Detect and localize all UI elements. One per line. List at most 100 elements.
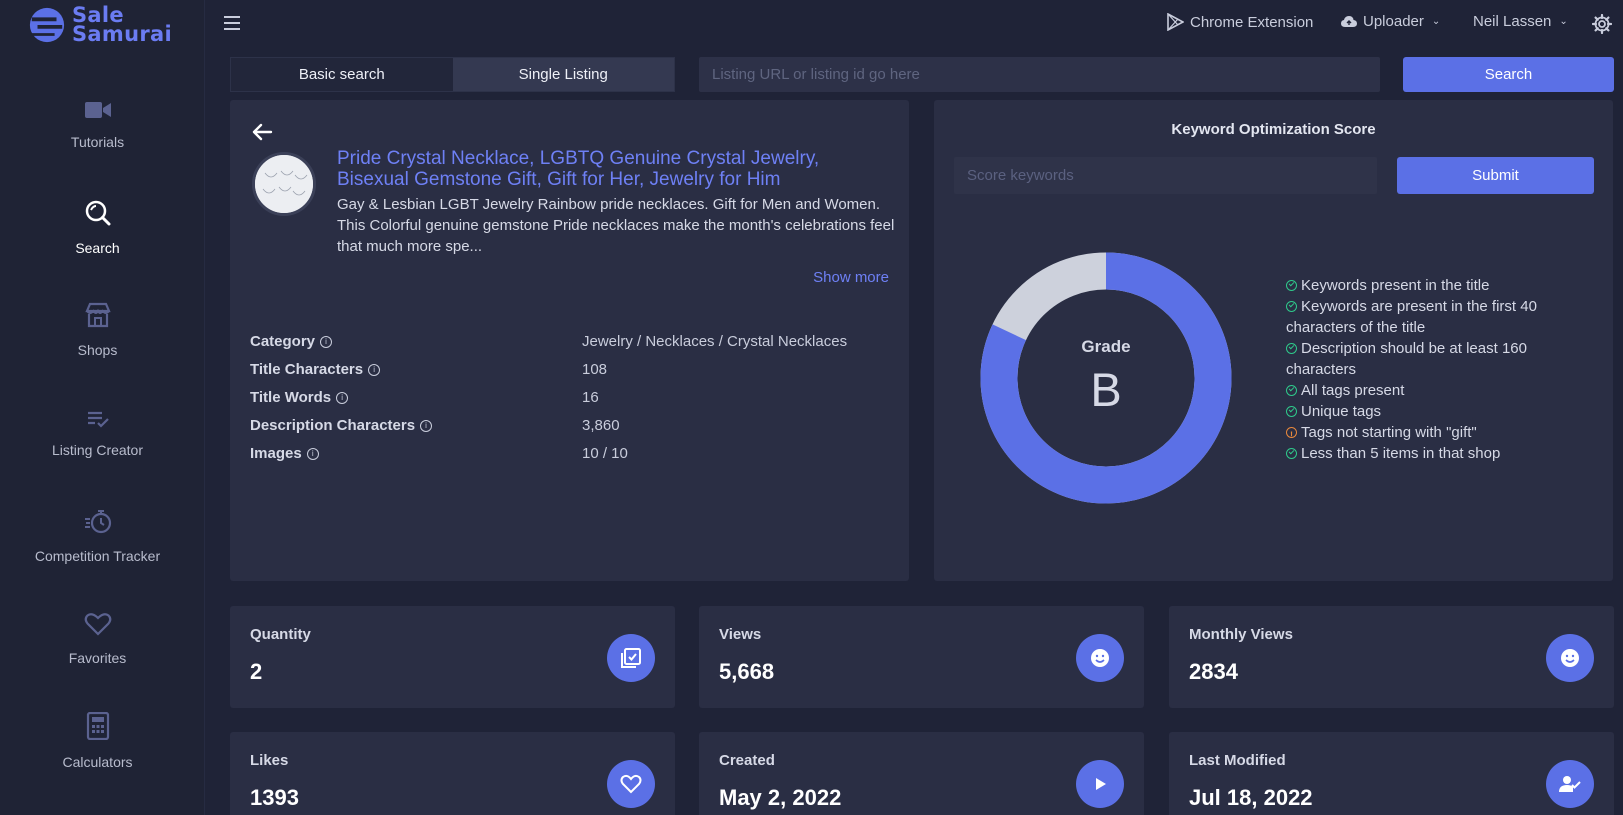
logo-mark-icon xyxy=(29,7,65,43)
stat-card-monthly-views: Monthly Views 2834 xyxy=(1169,606,1614,708)
stat-card-views: Views 5,668 xyxy=(699,606,1144,708)
back-arrow-icon[interactable] xyxy=(250,120,274,144)
info-value: Jewelry / Necklaces / Crystal Necklaces xyxy=(582,333,848,350)
info-row-title-words: Title Words i 16 xyxy=(250,389,890,406)
play-icon xyxy=(1076,760,1124,808)
stat-value: 5,668 xyxy=(719,659,775,684)
info-label: Title Words xyxy=(250,389,332,406)
donut-fill xyxy=(980,252,1232,504)
stat-label: Created xyxy=(719,752,775,769)
stat-value: 2 xyxy=(250,659,263,684)
check-circle-icon xyxy=(1286,385,1297,396)
list-check-icon xyxy=(87,411,109,428)
checklist-item: Unique tags xyxy=(1286,401,1586,422)
info-icon[interactable]: i xyxy=(336,391,349,404)
logo-text: Sale Samurai xyxy=(72,3,172,46)
checklist-item: Description should be at least 160 chara… xyxy=(1286,338,1586,380)
gear-icon[interactable] xyxy=(1592,14,1612,34)
listing-panel: Pride Crystal Necklace, LGBTQ Genuine Cr… xyxy=(230,100,909,581)
sidebar-item-label: Search xyxy=(75,240,120,256)
listing-title-link[interactable]: Pride Crystal Necklace, LGBTQ Genuine Cr… xyxy=(337,148,820,190)
sidebar-item-listing-creator[interactable]: Listing Creator xyxy=(0,410,195,458)
checklist-text: Unique tags xyxy=(1301,403,1382,420)
info-label: Description Characters xyxy=(250,417,416,434)
smile-icon xyxy=(1076,634,1124,682)
checklist-item: All tags present xyxy=(1286,380,1586,401)
info-label: Category xyxy=(250,333,316,350)
info-label: Title Characters xyxy=(250,361,364,378)
info-value: 10 / 10 xyxy=(582,445,628,462)
chrome-extension-link[interactable]: Chrome Extension xyxy=(1167,13,1313,31)
sidebar-item-tutorials[interactable]: Tutorials xyxy=(0,100,195,150)
grade-donut-chart xyxy=(980,252,1232,504)
sidebar-item-shops[interactable]: Shops xyxy=(0,302,195,358)
grade-value: B xyxy=(1090,363,1122,416)
cloud-upload-icon xyxy=(1341,16,1357,27)
listing-thumbnail[interactable] xyxy=(252,152,316,216)
warning-circle-icon xyxy=(1286,425,1297,446)
stat-label: Likes xyxy=(250,752,289,769)
checklist-text: Tags not starting with "gift" xyxy=(1301,424,1477,441)
sidebar-item-label: Favorites xyxy=(68,650,127,666)
score-keywords-input[interactable] xyxy=(954,157,1377,194)
play-store-icon xyxy=(1167,13,1184,31)
checklist-text: Keywords present in the title xyxy=(1301,277,1490,294)
tab-basic-search[interactable]: Basic search xyxy=(231,58,453,91)
stat-card-last-modified: Last Modified Jul 18, 2022 xyxy=(1169,732,1614,815)
shop-icon xyxy=(84,302,111,328)
user-name: Neil Lassen xyxy=(1473,13,1552,30)
search-button[interactable]: Search xyxy=(1403,57,1614,92)
tab-single-listing[interactable]: Single Listing xyxy=(452,58,674,91)
show-more-link[interactable]: Show more xyxy=(813,269,889,286)
stat-value: 1393 xyxy=(250,785,299,810)
heart-icon xyxy=(607,760,655,808)
info-icon[interactable]: i xyxy=(368,363,381,376)
sidebar-item-search[interactable]: Search xyxy=(0,200,195,256)
sidebar: Sale Samurai Tutorials Search Shops xyxy=(0,0,205,815)
logo[interactable]: Sale Samurai xyxy=(28,3,172,46)
stat-label: Last Modified xyxy=(1189,752,1286,769)
check-circle-icon xyxy=(1286,301,1297,312)
stat-value: Jul 18, 2022 xyxy=(1189,785,1313,810)
stat-card-quantity: Quantity 2 xyxy=(230,606,675,708)
checklist-icon xyxy=(607,634,655,682)
info-row-title-characters: Title Characters i 108 xyxy=(250,361,890,378)
uploader-label: Uploader xyxy=(1363,13,1424,30)
chrome-extension-label: Chrome Extension xyxy=(1190,13,1314,31)
info-row-description-characters: Description Characters i 3,860 xyxy=(250,417,890,434)
check-circle-icon xyxy=(1286,343,1297,354)
user-menu-dropdown[interactable]: Neil Lassen ⌄ xyxy=(1473,13,1568,30)
stat-label: Monthly Views xyxy=(1189,626,1293,643)
sidebar-item-favorites[interactable]: Favorites xyxy=(0,612,195,666)
sidebar-item-calculators[interactable]: Calculators xyxy=(0,712,195,770)
stat-value: 2834 xyxy=(1189,659,1238,684)
uploader-dropdown[interactable]: Uploader ⌄ xyxy=(1341,13,1440,30)
grade-label: Grade xyxy=(1081,337,1131,356)
checklist-text: Less than 5 items in that shop xyxy=(1301,445,1501,462)
info-icon[interactable]: i xyxy=(306,447,319,460)
info-row-category: Category i Jewelry / Necklaces / Crystal … xyxy=(250,333,890,350)
info-row-images: Images i 10 / 10 xyxy=(250,445,890,462)
chevron-down-icon: ⌄ xyxy=(1431,16,1441,27)
search-mode-tabs: Basic search Single Listing xyxy=(230,57,675,92)
checklist-text: Keywords are present in the first 40 cha… xyxy=(1286,298,1537,336)
info-icon[interactable]: i xyxy=(420,419,433,432)
keyword-optimization-panel: Keyword Optimization Score Submit Grade … xyxy=(934,100,1613,581)
checklist-item: Keywords present in the title xyxy=(1286,275,1586,296)
sidebar-item-label: Competition Tracker xyxy=(34,548,161,564)
hamburger-menu-icon[interactable] xyxy=(223,14,241,32)
info-icon[interactable]: i xyxy=(320,335,333,348)
stat-value: May 2, 2022 xyxy=(719,785,842,810)
listing-url-input[interactable] xyxy=(699,57,1380,92)
sidebar-item-label: Tutorials xyxy=(70,134,125,150)
info-label: Images xyxy=(250,445,302,462)
info-value: 16 xyxy=(582,389,599,406)
submit-button[interactable]: Submit xyxy=(1397,157,1594,194)
stat-label: Quantity xyxy=(250,626,311,643)
checklist-item: Less than 5 items in that shop xyxy=(1286,443,1586,464)
checklist-item: Keywords are present in the first 40 cha… xyxy=(1286,296,1586,338)
chevron-down-icon: ⌄ xyxy=(1559,16,1568,27)
sidebar-item-label: Listing Creator xyxy=(51,442,144,458)
listing-description: Gay & Lesbian LGBT Jewelry Rainbow pride… xyxy=(337,196,895,255)
sidebar-item-competition-tracker[interactable]: Competition Tracker xyxy=(0,508,195,564)
